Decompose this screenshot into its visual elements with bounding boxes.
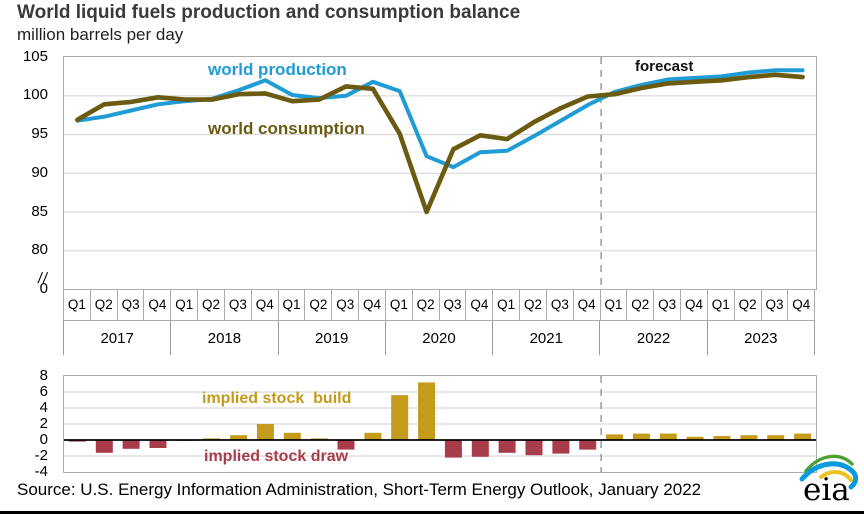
x-axis-year-label: 2022 [600, 321, 708, 355]
x-axis-quarter-label: Q3 [117, 289, 145, 321]
x-axis-year-label: 2023 [708, 321, 815, 355]
bottom-chart-y-axis: 8 6 4 2 0 -2 -4 [0, 367, 56, 480]
x-axis-quarter-label: Q1 [171, 289, 199, 321]
x-axis-quarter-label: Q2 [412, 289, 440, 321]
chart-units-subtitle: million barrels per day [17, 25, 184, 44]
x-axis-quarter-label: Q1 [707, 289, 735, 321]
x-axis-year-label: 2021 [493, 321, 601, 355]
x-axis-quarter-label: Q2 [627, 289, 655, 321]
x-axis-quarter-label: Q2 [198, 289, 225, 321]
x-axis-quarter-label: Q3 [654, 289, 682, 321]
top-chart-y-axis: 105 100 95 90 85 80//0 [0, 48, 56, 297]
x-axis-quarter-label: Q2 [734, 289, 762, 321]
x-axis-quarter-label: Q1 [385, 289, 413, 321]
bar-chart-canvas [64, 376, 816, 472]
x-axis-quarter-label: Q1 [600, 289, 628, 321]
x-axis-year-label: 2018 [171, 321, 279, 355]
forecast-annotation: forecast [635, 58, 694, 75]
chart-title: World liquid fuels production and consum… [17, 2, 521, 23]
x-axis-quarter-label: Q4 [251, 289, 279, 321]
y-axis-tick-label: 4 [39, 398, 48, 416]
x-axis-quarter-label: Q4 [573, 289, 601, 321]
eia-logo-green-arc [804, 454, 854, 473]
x-axis-quarter-label: Q4 [359, 289, 386, 321]
x-axis-quarter-label: Q3 [546, 289, 574, 321]
x-axis-quarter-label: Q3 [332, 289, 360, 321]
x-axis-year-label: 2019 [279, 321, 386, 355]
x-axis-quarter-label: Q4 [788, 289, 816, 321]
x-axis-year-row: 2017 2018 2019 2020 2021 2022 2023 [63, 321, 815, 355]
y-axis-tick-label: 6 [39, 382, 48, 400]
y-axis-tick-label: 0 [39, 279, 48, 297]
figure-bottom-rule [0, 511, 864, 514]
x-axis-quarter-label: Q2 [90, 289, 118, 321]
y-axis-tick-label: -4 [34, 462, 48, 480]
implied-stock-change-bar-chart: implied stock build implied stock draw [63, 375, 817, 473]
x-axis-quarter-label: Q1 [278, 289, 306, 321]
x-axis-quarter-label: Q2 [305, 289, 333, 321]
x-axis-quarter-label: Q3 [439, 289, 467, 321]
y-axis-tick-label: 2 [39, 414, 48, 432]
y-axis-tick-label: 90 [31, 163, 48, 181]
y-axis-tick-label: 0 [39, 430, 48, 448]
eia-logo-yellow-arc [819, 470, 853, 482]
implied-stock-build-label: implied stock build [202, 390, 352, 407]
x-axis-quarter-label: Q1 [493, 289, 521, 321]
y-axis-tick-label: 105 [22, 47, 48, 65]
x-axis-quarter-label: Q4 [466, 289, 494, 321]
x-axis-quarter-label: Q4 [681, 289, 708, 321]
x-axis-quarter-label: Q1 [63, 289, 91, 321]
x-axis-quarter-row: Q1 Q2 Q3 Q4 Q1 Q2 Q3 Q4 Q1 Q2 Q3 Q4 Q1 Q2 Q3 Q4 Q1 Q2 Q3 Q4… [63, 289, 816, 321]
y-axis-tick-label: 95 [31, 125, 48, 142]
y-axis-tick-label: 85 [31, 202, 48, 220]
production-consumption-line-chart: world production world consumption forec… [63, 56, 817, 290]
eia-logo-blue-arc [799, 461, 858, 490]
eia-logo-text: eia [803, 472, 850, 506]
y-axis-tick-label: 80 [31, 241, 48, 259]
x-axis-quarter-label: Q3 [761, 289, 789, 321]
y-axis-tick-label: 100 [22, 86, 48, 104]
x-axis-year-label: 2020 [386, 321, 494, 355]
eia-logo: eia [799, 454, 858, 506]
source-attribution: Source: U.S. Energy Information Administ… [17, 480, 702, 499]
y-axis-tick-label: 8 [39, 366, 48, 384]
y-axis-tick-label: -2 [34, 446, 48, 464]
implied-stock-draw-label: implied stock draw [204, 448, 349, 465]
line-chart-canvas [64, 57, 816, 289]
world-production-series-label: world production [208, 60, 347, 79]
x-axis-quarter-label: Q3 [224, 289, 252, 321]
x-axis-quarter-label: Q2 [520, 289, 547, 321]
world-consumption-series-label: world consumption [208, 119, 365, 138]
x-axis-year-label: 2017 [63, 321, 172, 355]
x-axis-quarter-label: Q4 [144, 289, 172, 321]
